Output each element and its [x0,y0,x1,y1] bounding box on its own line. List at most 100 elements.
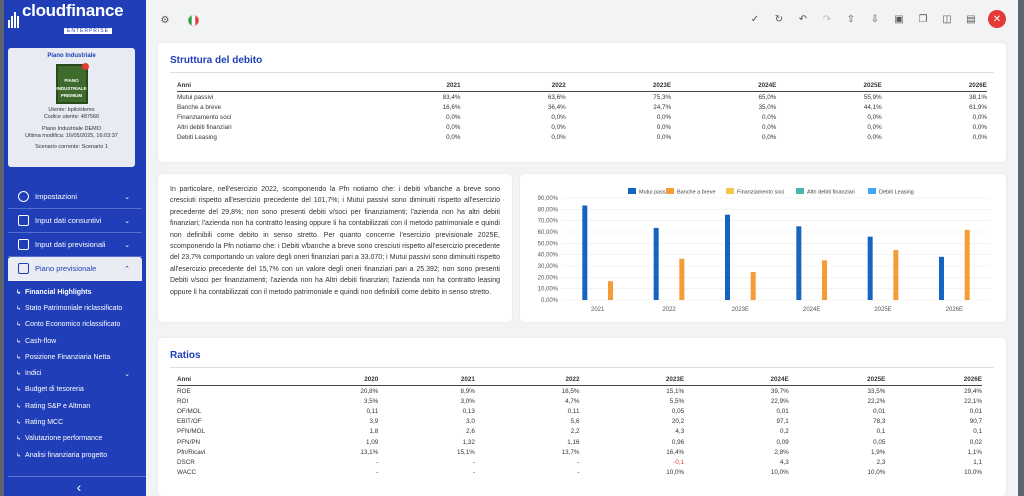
table-cell: 13,7% [561,448,580,456]
bar [653,227,659,300]
table-cell: 0,96 [671,438,685,446]
submenu-item-label: Rating MCC [25,419,64,427]
table-cell: ROI [177,397,189,405]
redo-icon[interactable]: ↷ [822,13,832,25]
submenu-item[interactable]: ↳ Rating S&P e Altman [8,398,142,414]
table-cell: Finanziamento soci [177,113,232,121]
submenu-item[interactable]: ↳ Rating MCC [8,414,142,430]
table-cell: 2,6 [466,428,475,436]
table-cell: 0,0% [972,124,987,132]
italian-flag-icon[interactable] [186,13,200,27]
y-tick-label: 60,00% [538,230,559,236]
submenu-item-label: Cash-flow [25,337,57,345]
table-row: Pfn/Ricavi 13,1% 15,1% 13,7% 16,4% 2,8% 1,9% 1,… [177,447,982,457]
column-header: 2023E [579,374,685,386]
column-header: 2022 [460,80,566,92]
table-cell: 2,2 [570,428,580,436]
save-icon[interactable]: ▣ [894,13,904,25]
submenu-item[interactable]: ↳ Valutazione performance [8,431,142,447]
sidebar-item-previsionali[interactable]: Input dati previsionali ⌄ [8,233,142,257]
legend-label: Banche a breve [677,190,716,196]
table-cell: EBIT/OF [177,418,202,426]
bar [724,214,730,300]
table-cell: 0,0% [762,134,777,142]
layout-icon[interactable]: ▤ [966,13,976,25]
sidebar-item-consuntivi[interactable]: Input dati consuntivi ⌄ [8,209,142,233]
submenu-item[interactable]: ↳ Financial Highlights [8,284,142,300]
submenu-item[interactable]: ↳ Indici ⌄ [8,365,142,381]
table-cell: WACC [177,469,197,477]
table-row: OF/MOL 0,11 0,13 0,11 0,05 0,01 0,01 0,01 [177,406,982,416]
check-icon[interactable]: ✓ [750,13,760,25]
arrow-icon: ↳ [16,420,22,427]
legend-swatch [726,188,734,194]
table-cell: - [472,458,475,466]
table-cell: 18,5% [561,387,580,395]
table-cell: 0,0% [551,134,566,142]
sidebar-item-label: Impostazioni [35,192,78,201]
table-cell: 0,05 [671,407,685,415]
app-logo[interactable]: cloudfinance ENTERPRISE [4,0,146,40]
table-cell: 20,2 [671,418,685,426]
table-cell: - [577,458,580,466]
bar [582,205,588,300]
submenu-item[interactable]: ↳ Budget di tesoreria [8,382,142,398]
table-cell: - [376,458,379,466]
undo-icon[interactable]: ↶ [798,13,808,25]
table-cell: 97,1 [776,418,789,426]
upload-icon[interactable]: ⇧ [846,13,856,25]
submenu-item[interactable]: ↳ Stato Patrimoniale riclassificato [8,300,142,316]
submenu-item-label: Indici [25,370,42,378]
table-cell: 3,0% [460,397,475,405]
table-cell: 16,6% [442,103,461,111]
close-button[interactable]: ✕ [988,10,1006,28]
table-cell: 16,4% [666,448,685,456]
ratios-table: Anni 2020 2021 2022 2023E 2024E 2025E 2026E ROE 2… [177,374,982,478]
table-cell: 0,09 [776,438,789,446]
table-row: Mutui passivi 83,4% 63,6% 75,3% 65,0% 55,9% 38… [177,92,987,103]
table-cell: 0,0% [867,113,882,121]
table-cell: 1,32 [462,438,475,446]
table-cell: 35,0% [758,103,777,111]
table-cell: 1,1 [973,458,982,466]
submenu-item[interactable]: ↳ Cash-flow [8,333,142,349]
table-cell: 5,5% [669,397,685,405]
table-row: PFN/MOL 1,8 2,6 2,2 4,3 0,2 0,1 0,1 [177,427,982,437]
download-icon[interactable]: ⇩ [870,13,880,25]
sidebar-item-label: Input dati consuntivi [35,216,102,225]
table-cell: 0,0% [446,113,461,121]
x-tick-label: 2025E [874,307,891,313]
table-cell: 78,3 [873,418,886,426]
y-tick-label: 80,00% [538,207,559,213]
submenu-item-label: Budget di tesoreria [25,386,84,394]
column-header: 2025E [776,80,882,92]
table-row: EBIT/OF 3,9 3,0 5,6 20,2 97,1 78,3 90,7 [177,417,982,427]
table-cell: 0,0% [656,113,672,121]
table-cell: 24,7% [653,103,672,111]
refresh-icon[interactable]: ↻ [774,13,784,25]
column-header: 2025E [788,374,886,386]
columns-icon[interactable]: ◫ [942,13,952,25]
submenu-item[interactable]: ↳ Analisi finanziaria progetto [8,447,142,463]
y-tick-label: 10,00% [538,287,559,293]
sidebar-item-piano[interactable]: Piano previsionale ⌃ [8,257,142,281]
submenu-item[interactable]: ↳ Posizione Finanziaria Netta [8,349,142,365]
table-cell: 4,3 [779,458,789,466]
table-cell: 3,9 [369,418,379,426]
column-header: Anni [177,374,282,386]
sidebar-item-impostazioni[interactable]: Impostazioni ⌄ [8,185,142,209]
table-cell: 83,4% [442,93,461,101]
copy-icon[interactable]: ❐ [918,13,928,25]
legend-label: Debiti Leasing [879,190,914,196]
table-cell: 0,1 [973,428,982,436]
bar [964,229,970,300]
window-edge-left [0,0,4,496]
arrow-icon: ↳ [16,338,22,345]
arrow-icon: ↳ [16,371,22,378]
settings-icon[interactable]: ⚙ [160,14,170,26]
table-cell: 0,0% [867,124,882,132]
collapse-sidebar-button[interactable]: ‹ [8,476,150,496]
submenu-item[interactable]: ↳ Conto Economico riclassificato [8,317,142,333]
column-header: 2024E [671,80,777,92]
table-cell: 1,9% [870,448,886,456]
